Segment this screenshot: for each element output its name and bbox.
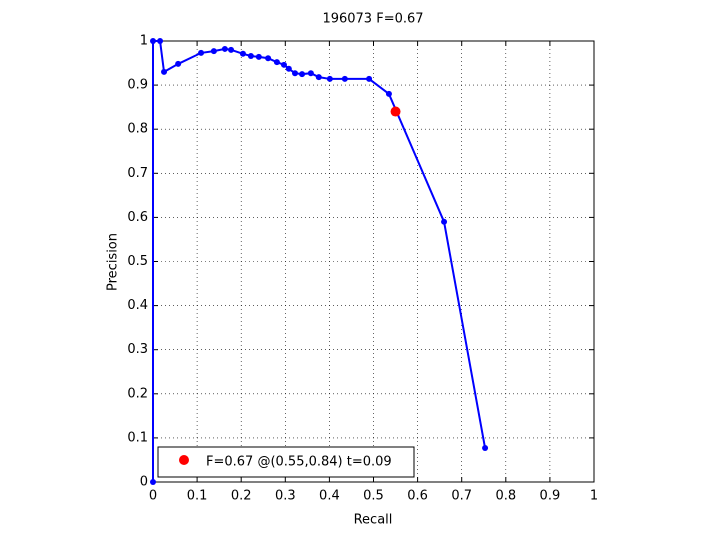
point	[441, 218, 448, 225]
x-tick-label: 0.8	[495, 489, 516, 504]
point	[292, 70, 299, 77]
x-tick-label: 0.7	[451, 489, 472, 504]
legend-label: F=0.67 @(0.55,0.84) t=0.09	[206, 455, 392, 470]
y-tick-label: 0.2	[127, 386, 148, 401]
legend: F=0.67 @(0.55,0.84) t=0.09	[157, 446, 415, 478]
chart-title: 196073 F=0.67	[322, 12, 423, 27]
point	[299, 71, 306, 78]
y-tick-label: 1	[140, 34, 148, 49]
x-tick-label: 1	[590, 489, 598, 504]
point	[157, 38, 164, 44]
point	[385, 90, 392, 97]
x-tick-label: 0.1	[187, 489, 208, 504]
x-tick-label: 0.6	[407, 489, 428, 504]
x-tick-label: 0.3	[275, 489, 296, 504]
point	[175, 60, 182, 67]
y-tick-label: 0.9	[127, 78, 148, 93]
y-tick-label: 0.4	[127, 298, 148, 313]
point	[150, 38, 156, 44]
point	[221, 45, 228, 52]
point	[390, 106, 401, 117]
y-tick-label: 0.3	[127, 342, 148, 357]
y-axis-label: Precision	[106, 233, 121, 291]
point	[239, 50, 246, 57]
x-tick-label: 0.5	[363, 489, 384, 504]
y-tick-label: 0.7	[127, 166, 148, 181]
x-axis-label: Recall	[354, 513, 393, 528]
point	[315, 74, 322, 81]
legend-marker	[179, 455, 189, 465]
legend-box	[157, 446, 415, 478]
x-tick-label: 0.9	[540, 489, 561, 504]
y-tick-label: 0.6	[127, 210, 148, 225]
point	[228, 46, 235, 53]
point	[285, 65, 292, 72]
point	[482, 445, 489, 452]
y-tick-label: 0	[140, 475, 148, 490]
point	[280, 61, 287, 68]
point	[247, 52, 254, 59]
point	[198, 49, 205, 56]
point	[161, 68, 168, 75]
point	[366, 75, 373, 82]
y-tick-label: 0.5	[127, 254, 148, 269]
y-tick-label: 0.8	[127, 122, 148, 137]
point	[273, 59, 280, 66]
y-tick-label: 0.1	[127, 430, 148, 445]
point	[255, 53, 262, 60]
x-tick-label: 0.2	[231, 489, 252, 504]
point	[150, 479, 156, 485]
x-tick-label: 0.4	[319, 489, 340, 504]
point	[210, 48, 217, 55]
x-tick-label: 0	[149, 489, 157, 504]
point	[265, 55, 272, 62]
point	[307, 70, 314, 77]
point	[341, 75, 348, 82]
point	[326, 75, 333, 82]
